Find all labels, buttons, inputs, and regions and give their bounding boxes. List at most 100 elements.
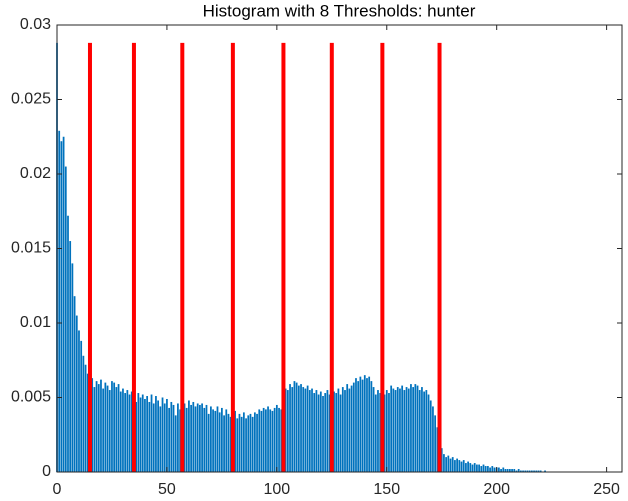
y-tick-label: 0 [42, 463, 51, 480]
x-tick-label: 200 [483, 481, 510, 498]
bar [201, 403, 203, 472]
bar [355, 378, 357, 472]
bar [423, 391, 426, 472]
bar [236, 418, 239, 472]
bar [280, 409, 283, 472]
bar [205, 404, 208, 472]
bar [155, 396, 157, 472]
bar [478, 464, 480, 472]
bar [350, 385, 353, 472]
bar [399, 388, 401, 472]
bar [302, 387, 305, 472]
bar [328, 394, 331, 472]
bar [491, 466, 494, 472]
bar [62, 136, 65, 472]
bar [357, 381, 360, 472]
bar [108, 390, 111, 472]
bar [416, 385, 419, 472]
bar [73, 296, 76, 472]
bar [502, 467, 505, 472]
plot-frame [56, 24, 623, 473]
bar [506, 469, 509, 472]
bar [443, 454, 445, 472]
bar [100, 379, 102, 472]
bar [111, 381, 113, 472]
bar [348, 388, 351, 472]
bar [128, 394, 131, 472]
bar [214, 410, 217, 472]
bar [498, 467, 500, 472]
bar [225, 409, 228, 472]
bar [150, 394, 153, 472]
bar [130, 391, 133, 472]
bar [390, 385, 393, 472]
bar [432, 406, 434, 472]
bar [247, 415, 250, 472]
bar [454, 460, 456, 472]
bar [104, 382, 107, 472]
bar [174, 415, 177, 472]
bar [374, 394, 377, 472]
bar [385, 390, 388, 472]
bar [388, 393, 390, 472]
bar [484, 466, 487, 472]
bar [122, 388, 124, 472]
bar [278, 407, 280, 472]
bar [528, 470, 531, 472]
bar [267, 406, 269, 472]
bar [429, 400, 432, 472]
bar [258, 409, 261, 472]
bar [163, 403, 166, 472]
bar [256, 413, 258, 472]
bar [300, 384, 302, 472]
bar [519, 470, 522, 472]
bar [137, 393, 140, 472]
bar [135, 401, 138, 472]
bar [212, 409, 214, 472]
bar [517, 469, 520, 472]
bar [482, 464, 485, 472]
bar [456, 458, 458, 472]
bar [221, 407, 223, 472]
bar [317, 394, 320, 472]
bar [403, 390, 406, 472]
bar [119, 391, 122, 472]
bar [306, 385, 309, 472]
bar [64, 166, 67, 473]
bar [245, 418, 247, 472]
bar [533, 470, 535, 472]
bar [379, 393, 382, 472]
bar [509, 469, 511, 472]
bar [315, 390, 318, 472]
bar [440, 448, 443, 472]
bar [199, 404, 201, 472]
y-tick-label: 0.01 [20, 314, 51, 331]
bar [405, 387, 408, 472]
bar [82, 355, 85, 472]
bar [166, 398, 168, 472]
bar [396, 387, 399, 472]
bar [304, 388, 307, 472]
bar [275, 404, 278, 472]
bar [476, 464, 478, 472]
bar [168, 407, 170, 472]
bar [500, 469, 502, 472]
bar [465, 463, 467, 472]
bar [78, 330, 80, 472]
bar [161, 397, 164, 472]
bar [539, 470, 542, 472]
bar [97, 384, 100, 472]
bar [526, 470, 529, 472]
bar [238, 413, 241, 472]
bar [335, 393, 338, 472]
bar [71, 263, 74, 472]
bar [146, 396, 149, 472]
bar [293, 381, 296, 472]
bar [102, 388, 105, 472]
bar [210, 406, 212, 472]
bar [361, 379, 364, 472]
bar [377, 390, 379, 472]
bar [159, 406, 162, 472]
bar [260, 410, 263, 472]
